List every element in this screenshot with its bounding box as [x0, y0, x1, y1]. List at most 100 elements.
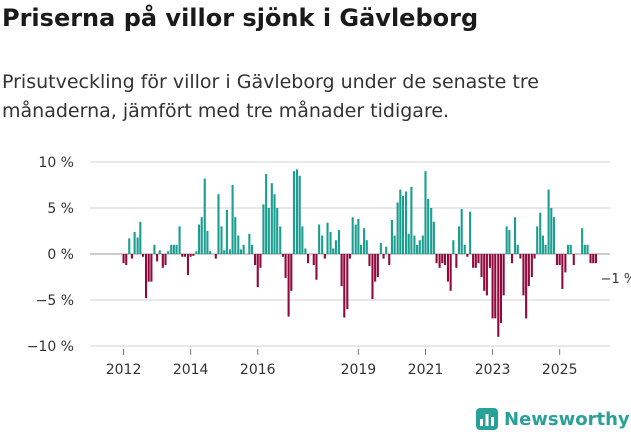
bar — [421, 235, 424, 254]
brand-name: Newsworthy — [504, 408, 630, 430]
bar — [346, 254, 349, 310]
bar — [379, 242, 382, 254]
bar — [365, 240, 368, 254]
bar — [237, 235, 240, 254]
x-tick-label: 2021 — [408, 362, 444, 378]
bar — [340, 254, 343, 287]
bar — [544, 244, 547, 254]
bar — [368, 254, 371, 266]
bar — [463, 244, 466, 254]
bar — [167, 251, 170, 254]
brand-logo[interactable]: Newsworthy — [476, 408, 630, 430]
bar — [290, 254, 293, 291]
bar — [125, 254, 128, 266]
bar — [295, 169, 299, 254]
chart-title: Priserna på villor sjönk i Gävleborg — [2, 4, 479, 32]
bar — [374, 254, 377, 282]
bar — [438, 254, 441, 268]
bar — [525, 254, 528, 319]
bar — [533, 254, 536, 259]
bar — [161, 254, 164, 268]
bar — [396, 202, 399, 254]
bar — [558, 254, 561, 266]
bar — [292, 171, 296, 254]
y-tick-label: 0 % — [47, 247, 74, 263]
bar — [262, 204, 265, 254]
bar — [128, 238, 131, 254]
bar — [363, 228, 366, 254]
bar — [136, 237, 139, 254]
bar — [466, 254, 469, 257]
bar — [547, 189, 550, 254]
bar — [474, 254, 477, 268]
bar — [181, 254, 184, 257]
bar — [183, 254, 186, 257]
bar — [502, 254, 505, 296]
bar — [223, 250, 226, 254]
bar — [469, 211, 472, 254]
bar — [239, 249, 243, 254]
bar — [508, 230, 511, 254]
bar — [189, 254, 192, 257]
bar — [550, 208, 553, 254]
bar — [158, 250, 161, 254]
bar — [281, 254, 284, 257]
bar — [390, 219, 393, 254]
bar — [407, 233, 410, 254]
bar — [594, 254, 597, 264]
bar — [382, 254, 385, 259]
bar — [203, 178, 206, 254]
bar — [427, 198, 430, 254]
bar — [225, 209, 228, 254]
bar — [348, 254, 352, 259]
bar — [318, 224, 321, 254]
bar — [250, 244, 254, 254]
bar — [443, 254, 446, 266]
bar — [141, 254, 145, 257]
bar — [200, 217, 203, 254]
bar — [455, 254, 458, 268]
bar — [178, 226, 181, 254]
bar — [351, 217, 354, 254]
bar — [357, 219, 360, 254]
bar — [393, 235, 396, 254]
bar — [522, 254, 525, 296]
x-tick-label: 2025 — [542, 362, 578, 378]
bar — [254, 254, 257, 266]
bar — [214, 254, 217, 259]
bar — [248, 233, 251, 254]
bar — [435, 254, 438, 264]
bar — [413, 235, 416, 254]
bar — [231, 185, 234, 254]
bar-chart: 10 % 5 % 0 % −5 % −10 % 2012 2014 2016 2019 2021 2… — [27, 155, 631, 378]
bar — [583, 244, 586, 254]
bar — [404, 191, 408, 254]
bar — [376, 254, 379, 277]
bar — [172, 244, 175, 254]
bar — [572, 254, 575, 266]
bar — [312, 254, 315, 266]
bar — [284, 254, 287, 278]
bar — [170, 244, 173, 254]
latest-value-label: −1 % — [601, 272, 631, 287]
bar — [452, 240, 455, 254]
bar — [242, 244, 245, 254]
bar — [343, 254, 346, 318]
bar — [273, 194, 276, 254]
bar — [561, 254, 564, 289]
bar — [287, 254, 290, 317]
bar — [197, 224, 201, 254]
bar — [499, 254, 503, 323]
bar — [220, 226, 223, 254]
x-tick-label: 2019 — [341, 362, 377, 378]
bar — [147, 254, 150, 282]
bar — [592, 254, 595, 264]
bar — [485, 254, 488, 296]
bar — [329, 231, 332, 254]
bar — [432, 221, 435, 254]
bar — [175, 244, 178, 254]
bar — [164, 254, 167, 266]
bar — [589, 254, 592, 264]
bar — [186, 254, 190, 276]
bar — [586, 244, 589, 254]
